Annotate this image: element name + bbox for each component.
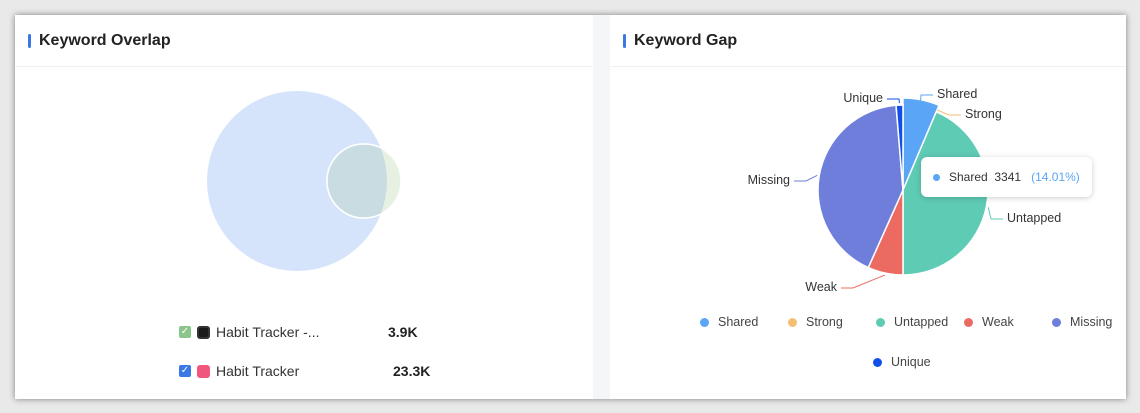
legend-item-2[interactable]: ✓ Habit Tracker <box>179 363 299 379</box>
keyword-count: 3.9K <box>388 324 418 340</box>
pie-label-strong: Strong <box>965 107 1002 121</box>
tooltip-value: 3341 <box>994 170 1022 184</box>
legend-item-untapped[interactable]: Untapped <box>876 315 948 329</box>
pie-label-shared: Shared <box>937 87 978 101</box>
legend-dot <box>700 317 709 327</box>
pie-label-weak: Weak <box>805 280 837 294</box>
legend-item-weak[interactable]: Weak <box>964 315 1014 329</box>
legend-label: Missing <box>1070 315 1113 329</box>
legend-item-strong[interactable]: Strong <box>788 315 843 329</box>
legend-item-unique[interactable]: Unique <box>873 355 931 369</box>
venn-circle-habit-tracker[interactable] <box>207 91 387 271</box>
legend-dot <box>1052 317 1061 327</box>
keyword-count: 23.3K <box>393 363 431 379</box>
app-name: Habit Tracker -... <box>216 324 320 340</box>
pink-app-icon <box>197 364 210 378</box>
legend-label: Untapped <box>894 315 949 329</box>
pie-chart <box>794 94 1003 289</box>
dashboard: Keyword Overlap ✓ Habit Tracker -... 3.9… <box>15 15 1126 399</box>
legend-label: Strong <box>806 315 843 329</box>
label-line-missing <box>794 174 818 182</box>
checkbox-checked[interactable]: ✓ <box>179 326 191 338</box>
card-title: Keyword Overlap <box>39 31 171 49</box>
label-line-shared <box>919 94 933 105</box>
pie-slice-missing[interactable] <box>817 104 904 269</box>
legend-label: Shared <box>718 315 759 329</box>
title-accent <box>623 33 626 48</box>
keyword-overlap-card: Keyword Overlap ✓ Habit Tracker -... 3.9… <box>15 15 593 399</box>
label-line-untapped <box>987 207 1003 220</box>
pie-label-missing: Missing <box>747 173 790 187</box>
keyword-gap-card: Keyword Gap Shared Strong Untapped Weak Miss… <box>610 15 1126 399</box>
pie-slice-unique[interactable] <box>895 104 904 191</box>
dark-app-icon <box>197 325 210 339</box>
card-title: Keyword Gap <box>634 31 738 49</box>
tooltip-percent: (14.01%) <box>1031 170 1080 184</box>
legend-item-1[interactable]: ✓ Habit Tracker -... <box>179 324 319 340</box>
tooltip: Shared 3341 (14.01%) <box>921 157 1092 197</box>
pie-label-unique: Unique <box>843 91 883 105</box>
tooltip-dot <box>933 173 940 181</box>
label-line-strong <box>936 109 961 116</box>
legend-dot <box>788 317 797 327</box>
venn-diagram <box>207 91 402 271</box>
checkbox-checked[interactable]: ✓ <box>179 365 191 377</box>
legend-dot <box>876 317 885 327</box>
venn-overlap <box>326 143 387 219</box>
label-line-weak <box>841 274 886 289</box>
title-accent <box>28 33 31 48</box>
legend-dot <box>964 317 973 327</box>
label-line-unique <box>887 98 900 104</box>
pie-label-untapped: Untapped <box>1007 211 1062 225</box>
legend-label: Unique <box>891 355 931 369</box>
legend-item-shared[interactable]: Shared <box>700 315 758 329</box>
legend-dot <box>873 357 882 367</box>
app-name: Habit Tracker <box>216 363 300 379</box>
legend-item-missing[interactable]: Missing <box>1052 315 1112 329</box>
legend-label: Weak <box>982 315 1014 329</box>
tooltip-name: Shared <box>949 170 988 184</box>
